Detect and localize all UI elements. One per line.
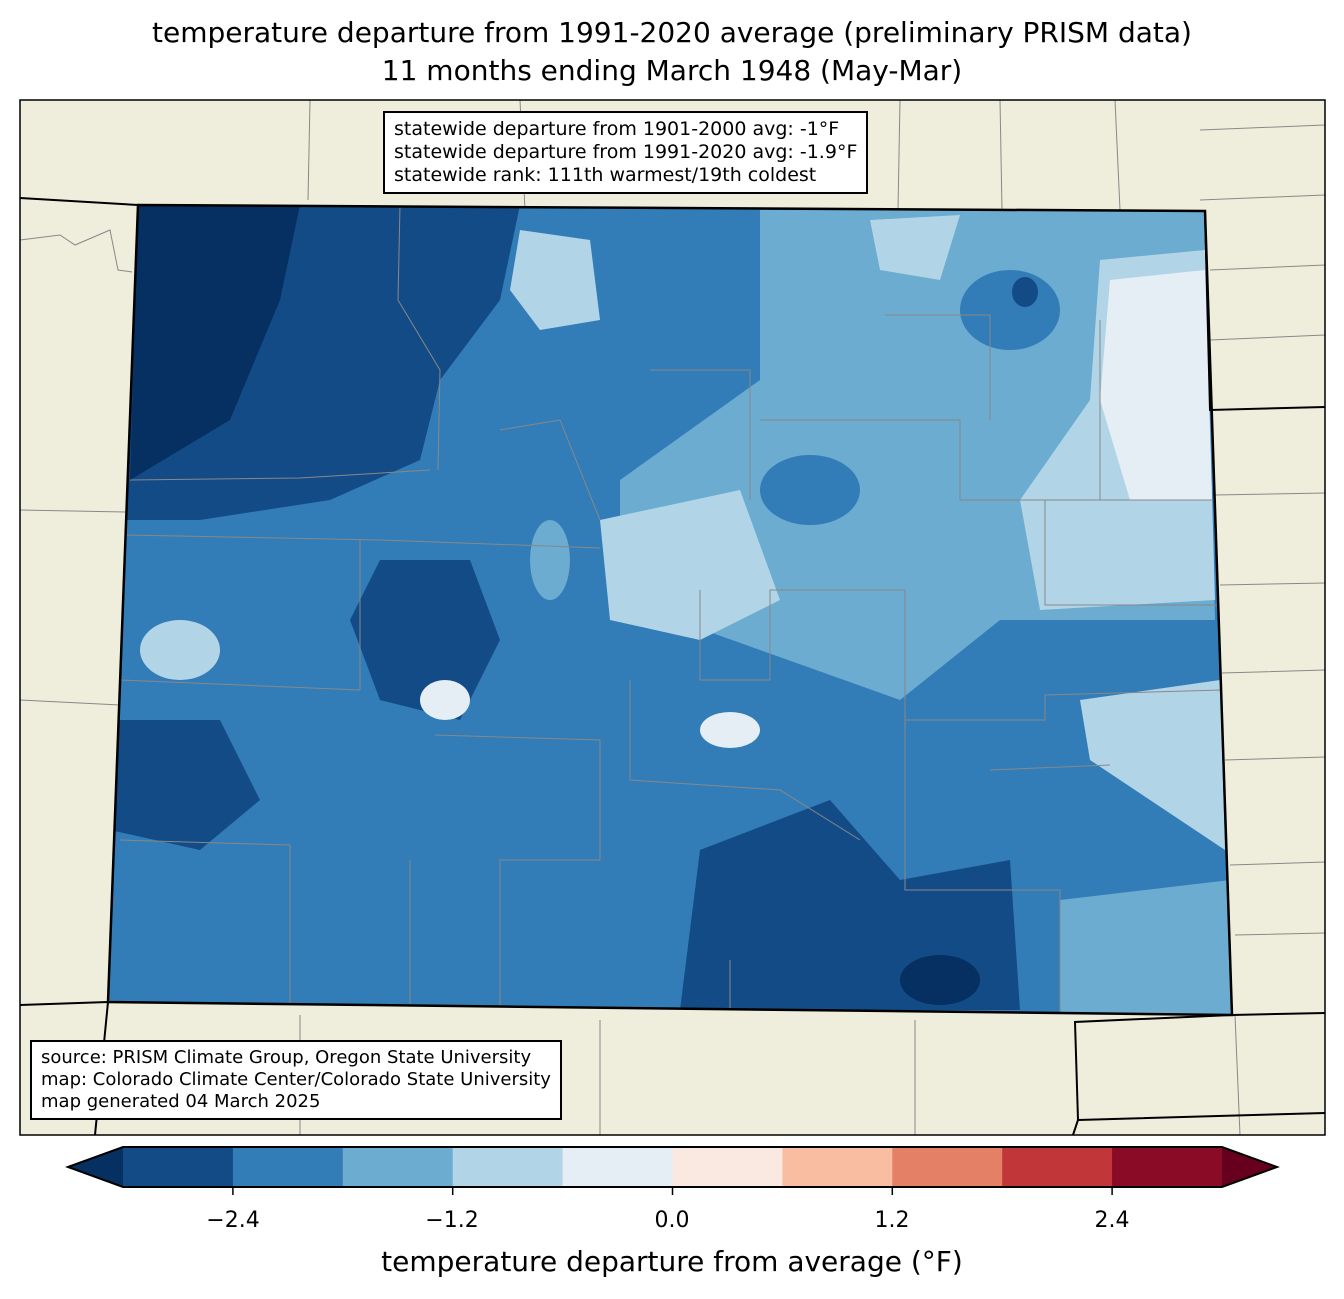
colorbar-tick-label: −2.4: [206, 1208, 260, 1233]
state-borders: [19, 197, 1326, 1136]
colorbar-outline: [65, 1146, 1280, 1188]
credits-box: source: PRISM Climate Group, Oregon Stat…: [30, 1040, 562, 1120]
colorbar-bin: [782, 1147, 893, 1187]
colorbar-tick-label: 0.0: [654, 1208, 690, 1233]
colorbar-bin: [672, 1147, 783, 1187]
colorbar-bin: [892, 1147, 1003, 1187]
credit-generated: map generated 04 March 2025: [41, 1091, 321, 1112]
temperature-contours: [110, 205, 1232, 1015]
colorbar-tick-label: 1.2: [874, 1208, 910, 1233]
colorbar-label: temperature departure from average (°F): [381, 1245, 963, 1278]
map-title: temperature departure from 1991-2020 ave…: [152, 16, 1192, 49]
county-lines-neighbors: [19, 99, 1326, 1136]
stat-departure-1991-2020: statewide departure from 1991-2020 avg: …: [394, 141, 858, 163]
colorbar-tick-label: 2.4: [1094, 1208, 1130, 1233]
credit-source: source: PRISM Climate Group, Oregon Stat…: [41, 1047, 532, 1068]
colorbar-bin: [1002, 1147, 1113, 1187]
colorbar: [65, 1146, 1280, 1195]
colorbar-bin: [342, 1147, 454, 1187]
statewide-stats-box: statewide departure from 1901-2000 avg: …: [383, 111, 869, 194]
map-frame: [19, 99, 1326, 1136]
colorbar-bin: [232, 1147, 344, 1187]
credit-map: map: Colorado Climate Center/Colorado St…: [41, 1069, 551, 1090]
colorbar-tick-label: −1.2: [425, 1208, 479, 1233]
map-subtitle: 11 months ending March 1948 (May-Mar): [381, 54, 963, 87]
county-lines: [119, 205, 1223, 1012]
colorbar-bin: [123, 1147, 234, 1187]
colorbar-extend-over: [1222, 1147, 1277, 1187]
stat-departure-1901-2000: statewide departure from 1901-2000 avg: …: [394, 118, 840, 140]
colorbar-bin: [1112, 1147, 1223, 1187]
colorbar-bin: [562, 1147, 673, 1187]
stat-rank: statewide rank: 111th warmest/19th colde…: [394, 164, 817, 186]
colorbar-extend-under: [68, 1147, 123, 1187]
colorbar-bin: [452, 1147, 564, 1187]
